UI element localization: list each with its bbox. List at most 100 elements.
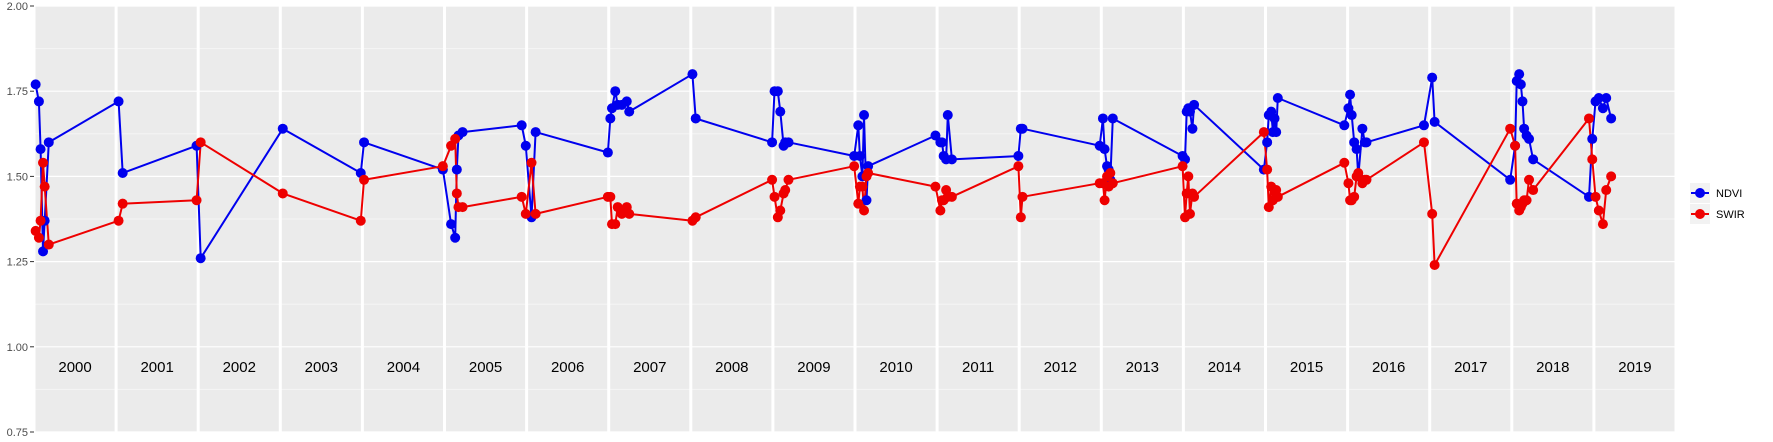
- data-point-ndvi: [687, 69, 698, 80]
- data-point-swir: [35, 215, 46, 226]
- legend-label: SWIR: [1716, 209, 1745, 221]
- data-point-ndvi: [457, 127, 468, 138]
- data-point-swir: [516, 191, 527, 202]
- year-label: 2007: [633, 359, 666, 376]
- data-point-swir: [1343, 178, 1354, 189]
- legend-key-point: [1695, 209, 1705, 219]
- data-point-swir: [1177, 161, 1188, 172]
- data-point-swir: [1183, 171, 1194, 182]
- data-point-ndvi: [937, 137, 948, 148]
- year-label: 2002: [223, 359, 256, 376]
- data-point-swir: [946, 191, 957, 202]
- y-tick-label: 1.25: [7, 257, 28, 269]
- data-point-swir: [451, 188, 462, 199]
- data-point-ndvi: [1099, 144, 1110, 155]
- data-point-ndvi: [775, 106, 786, 117]
- data-point-ndvi: [1272, 93, 1283, 104]
- data-point-swir: [530, 208, 541, 219]
- data-point-swir: [857, 181, 868, 192]
- data-point-swir: [1349, 191, 1360, 202]
- data-point-swir: [1272, 191, 1283, 202]
- data-point-ndvi: [113, 96, 124, 107]
- data-point-ndvi: [1429, 116, 1440, 127]
- data-point-swir: [783, 174, 794, 185]
- y-tick-label: 1.00: [7, 342, 28, 354]
- data-point-swir: [1013, 161, 1024, 172]
- data-point-swir: [1528, 185, 1539, 196]
- data-point-ndvi: [1269, 113, 1280, 124]
- data-point-swir: [780, 185, 791, 196]
- y-tick-label: 0.75: [7, 427, 28, 439]
- series-points: [30, 69, 1617, 271]
- data-point-ndvi: [1597, 103, 1608, 114]
- data-point-ndvi: [195, 253, 206, 264]
- data-point-swir: [1184, 208, 1195, 219]
- data-point-ndvi: [35, 144, 46, 155]
- data-point-ndvi: [853, 120, 864, 131]
- year-label: 2004: [387, 359, 420, 376]
- data-point-swir: [849, 161, 860, 172]
- year-label: 2019: [1618, 359, 1651, 376]
- data-point-ndvi: [1601, 93, 1612, 104]
- data-point-swir: [1015, 212, 1026, 223]
- data-point-swir: [1583, 113, 1594, 124]
- data-point-swir: [1505, 123, 1516, 134]
- data-point-ndvi: [1345, 89, 1356, 100]
- y-tick-label: 2.00: [7, 1, 28, 13]
- year-label: 2013: [1126, 359, 1159, 376]
- data-point-swir: [1521, 195, 1532, 206]
- data-point-swir: [769, 191, 780, 202]
- year-label: 2008: [715, 359, 748, 376]
- data-point-ndvi: [1107, 113, 1118, 124]
- data-point-ndvi: [772, 86, 783, 97]
- data-point-swir: [624, 208, 635, 219]
- data-point-ndvi: [1587, 133, 1598, 144]
- data-point-ndvi: [1357, 123, 1368, 134]
- data-point-ndvi: [859, 110, 870, 121]
- data-point-swir: [853, 198, 864, 209]
- data-point-swir: [457, 202, 468, 213]
- year-label: 2016: [1372, 359, 1405, 376]
- year-label: 2012: [1044, 359, 1077, 376]
- data-point-swir: [1427, 208, 1438, 219]
- year-label: 2005: [469, 359, 502, 376]
- data-point-ndvi: [277, 123, 288, 134]
- data-point-ndvi: [1593, 93, 1604, 104]
- data-point-ndvi: [38, 246, 49, 257]
- year-label: 2011: [962, 359, 994, 376]
- data-point-swir: [195, 137, 206, 148]
- year-panel-separators: [32, 6, 1678, 432]
- year-label: 2017: [1454, 359, 1487, 376]
- data-point-ndvi: [1515, 79, 1526, 90]
- legend-label: NDVI: [1716, 188, 1742, 200]
- data-point-swir: [1593, 205, 1604, 216]
- data-point-swir: [1606, 171, 1617, 182]
- data-point-swir: [1189, 191, 1200, 202]
- data-point-ndvi: [1189, 99, 1200, 110]
- data-point-ndvi: [1346, 110, 1357, 121]
- year-label: 2006: [551, 359, 584, 376]
- year-label: 2001: [140, 359, 173, 376]
- data-point-ndvi: [1339, 120, 1350, 131]
- data-point-ndvi: [942, 110, 953, 121]
- data-point-swir: [38, 157, 49, 168]
- year-label: 2014: [1208, 359, 1241, 376]
- data-point-ndvi: [1505, 174, 1516, 185]
- data-point-ndvi: [1351, 144, 1362, 155]
- legend-key-ndvi: [1690, 183, 1710, 203]
- data-point-ndvi: [621, 96, 632, 107]
- data-point-swir: [1361, 174, 1372, 185]
- data-point-swir: [863, 167, 874, 178]
- data-point-swir: [526, 157, 537, 168]
- data-point-ndvi: [854, 150, 865, 161]
- data-point-swir: [1353, 167, 1364, 178]
- year-label: 2000: [58, 359, 91, 376]
- data-point-swir: [277, 188, 288, 199]
- data-point-swir: [1601, 185, 1612, 196]
- data-point-swir: [359, 174, 370, 185]
- data-point-ndvi: [1514, 69, 1525, 80]
- data-point-ndvi: [1606, 113, 1617, 124]
- data-point-swir: [39, 181, 50, 192]
- data-point-ndvi: [1427, 72, 1438, 83]
